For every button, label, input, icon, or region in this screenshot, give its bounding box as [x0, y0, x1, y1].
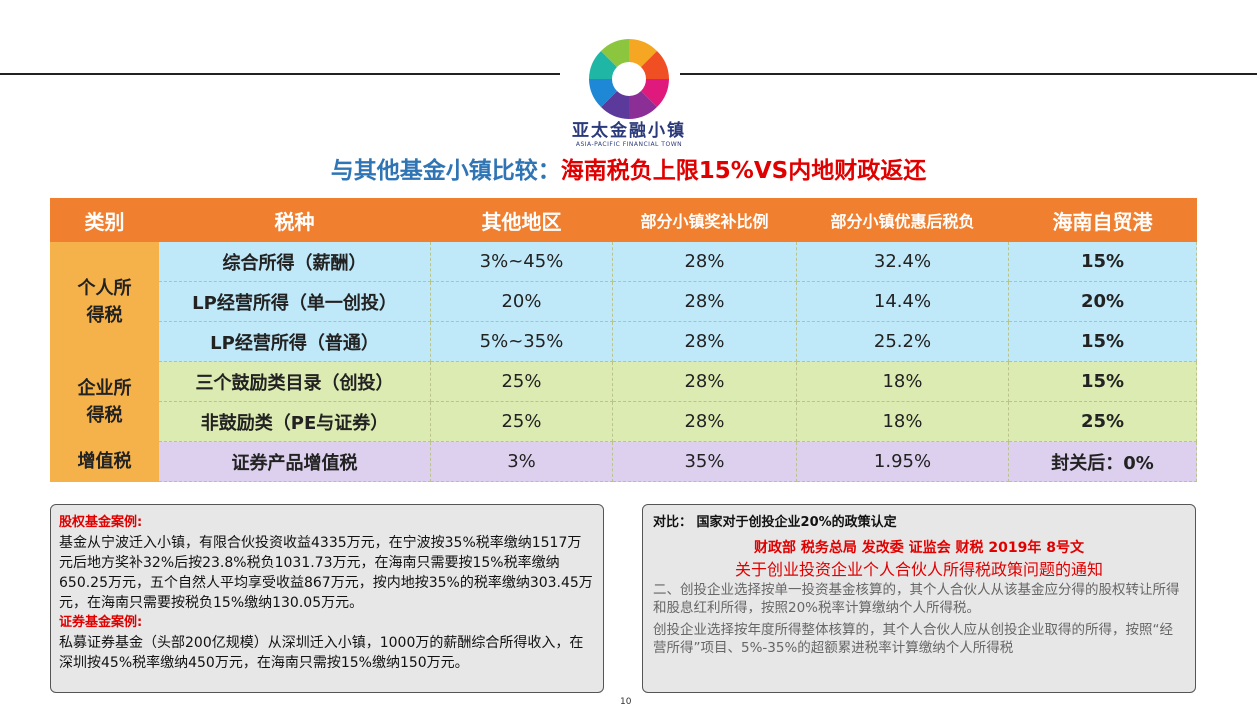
hainan-value: 封关后：0% — [1008, 441, 1197, 482]
hainan-value: 15% — [1008, 241, 1197, 282]
subsidy-value: 28% — [612, 241, 797, 282]
after-value: 25.2% — [796, 321, 1009, 362]
subsidy-value: 35% — [612, 441, 797, 482]
table-row: LP经营所得（普通） 5%~35% 28% 25.2% 15% — [50, 321, 1197, 362]
header-other-regions: 其他地区 — [430, 198, 613, 242]
other-value: 3%~45% — [430, 241, 613, 282]
tax-name: LP经营所得（单一创投） — [158, 281, 431, 322]
category-personal-income-tax: 个人所得税 — [50, 241, 159, 362]
tax-name: 综合所得（薪酬） — [158, 241, 431, 282]
subsidy-value: 28% — [612, 281, 797, 322]
page-title: 与其他基金小镇比较：海南税负上限15%VS内地财政返还 — [0, 156, 1257, 186]
tax-name: 证券产品增值税 — [158, 441, 431, 482]
hainan-value: 25% — [1008, 401, 1197, 442]
other-value: 3% — [430, 441, 613, 482]
policy-box: 对比： 国家对于创投企业20%的政策认定 财政部 税务总局 发改委 证监会 财税… — [642, 504, 1196, 693]
category-vat: 增值税 — [50, 441, 159, 482]
equity-fund-case-title: 股权基金案例: — [59, 515, 143, 530]
equity-fund-case-text: 基金从宁波迁入小镇，有限合伙投资收益4335万元，在宁波按35%税率缴纳1517… — [59, 535, 593, 611]
policy-notice-title: 关于创业投资企业个人合伙人所得税政策问题的通知 — [734, 560, 1103, 579]
other-value: 25% — [430, 361, 613, 402]
hainan-value: 20% — [1008, 281, 1197, 322]
brand-name-en: ASIA-PACIFIC FINANCIAL TOWN — [575, 141, 683, 148]
logo-icon — [589, 39, 669, 119]
category-corporate-income-tax: 企业所得税 — [50, 361, 159, 442]
other-value: 25% — [430, 401, 613, 442]
header-tax-type: 税种 — [158, 198, 431, 242]
brand-block: 亚太金融小镇 ASIA-PACIFIC FINANCIAL TOWN — [560, 121, 698, 149]
header-hainan: 海南自贸港 — [1008, 198, 1197, 242]
after-value: 18% — [796, 401, 1009, 442]
header-line-right — [680, 73, 1257, 75]
subsidy-value: 28% — [612, 321, 797, 362]
policy-issuer: 财政部 税务总局 发改委 证监会 财税 2019年 8号文 — [754, 540, 1084, 556]
tax-name: 非鼓励类（PE与证券） — [158, 401, 431, 442]
page-number: 10 — [620, 697, 632, 707]
tax-name: 三个鼓励类目录（创投） — [158, 361, 431, 402]
policy-paragraph-1: 二、创投企业选择按单一投资基金核算的，其个人合伙人从该基金应分得的股权转让所得和… — [653, 582, 1180, 616]
hainan-value: 15% — [1008, 361, 1197, 402]
after-value: 14.4% — [796, 281, 1009, 322]
after-value: 18% — [796, 361, 1009, 402]
case-study-box: 股权基金案例: 基金从宁波迁入小镇，有限合伙投资收益4335万元，在宁波按35%… — [50, 504, 604, 693]
policy-heading: 对比： 国家对于创投企业20%的政策认定 — [653, 515, 897, 530]
title-part-1: 与其他基金小镇比较： — [330, 158, 561, 184]
header-subsidy-ratio: 部分小镇奖补比例 — [612, 198, 797, 242]
tax-name: LP经营所得（普通） — [158, 321, 431, 362]
after-value: 1.95% — [796, 441, 1009, 482]
other-value: 5%~35% — [430, 321, 613, 362]
header-after-burden: 部分小镇优惠后税负 — [796, 198, 1009, 242]
subsidy-value: 28% — [612, 401, 797, 442]
table-row: 增值税 证券产品增值税 3% 35% 1.95% 封关后：0% — [50, 441, 1197, 482]
table-row: 企业所得税 三个鼓励类目录（创投） 25% 28% 18% 15% — [50, 361, 1197, 442]
title-part-2: 海南税负上限15%VS内地财政返还 — [560, 158, 927, 184]
brand-name-cn: 亚太金融小镇 — [572, 121, 686, 141]
securities-fund-case-title: 证券基金案例: — [59, 615, 143, 630]
table-row: 非鼓励类（PE与证券） 25% 28% 18% 25% — [50, 401, 1197, 442]
securities-fund-case-text: 私募证券基金（头部200亿规模）从深圳迁入小镇，1000万的薪酬综合所得收入，在… — [59, 635, 584, 671]
table-row: 个人所得税 综合所得（薪酬） 3%~45% 28% 32.4% 15% — [50, 241, 1197, 362]
subsidy-value: 28% — [612, 361, 797, 402]
after-value: 32.4% — [796, 241, 1009, 282]
policy-paragraph-2: 创投企业选择按年度所得整体核算的，其个人合伙人应从创投企业取得的所得，按照“经营… — [653, 622, 1173, 656]
other-value: 20% — [430, 281, 613, 322]
hainan-value: 15% — [1008, 321, 1197, 362]
header-category: 类别 — [50, 198, 159, 242]
table-header-row: 类别 税种 其他地区 部分小镇奖补比例 部分小镇优惠后税负 海南自贸港 — [50, 198, 1197, 242]
table-row: LP经营所得（单一创投） 20% 28% 14.4% 20% — [50, 281, 1197, 322]
header-line-left — [0, 73, 560, 75]
comparison-table: 类别 税种 其他地区 部分小镇奖补比例 部分小镇优惠后税负 海南自贸港 个人所得… — [50, 198, 1197, 482]
